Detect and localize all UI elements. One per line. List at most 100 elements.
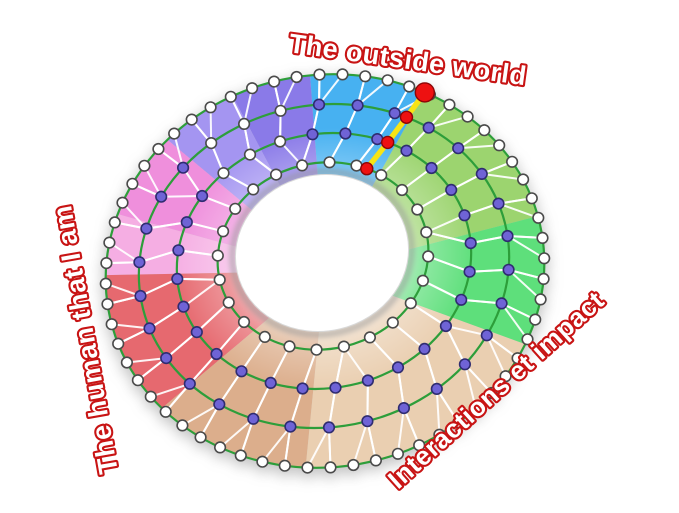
graph-node-outer[interactable] — [108, 216, 121, 229]
graph-node-outer[interactable] — [176, 419, 189, 432]
graph-node-ring3[interactable] — [351, 99, 364, 112]
graph-node-outer[interactable] — [391, 447, 405, 460]
graph-node-outer[interactable] — [469, 402, 482, 415]
graph-node-ring2[interactable] — [264, 376, 277, 390]
graph-node-ring2[interactable] — [455, 293, 468, 306]
graph-node-outer[interactable] — [499, 370, 512, 383]
graph-node-outer[interactable] — [478, 124, 491, 137]
graph-node-outer[interactable] — [138, 159, 151, 172]
graph-node-ring3[interactable] — [284, 420, 297, 433]
graph-node-outer[interactable] — [116, 196, 129, 209]
graph-node-outer[interactable] — [381, 74, 394, 87]
graph-node-ring3[interactable] — [480, 329, 493, 342]
graph-node-outer[interactable] — [534, 293, 547, 306]
graph-node-ring3[interactable] — [502, 263, 515, 276]
graph-node-outer[interactable] — [443, 98, 456, 111]
graph-node-inner[interactable] — [422, 250, 435, 263]
graph-node-outer[interactable] — [126, 177, 139, 190]
graph-node-inner[interactable] — [416, 274, 430, 287]
graph-node-ring2[interactable] — [171, 272, 184, 286]
graph-node-outer[interactable] — [131, 374, 144, 387]
graph-node-outer[interactable] — [336, 68, 349, 81]
graph-node-ring3[interactable] — [134, 289, 147, 303]
graph-node-outer[interactable] — [532, 211, 545, 224]
graph-node-ring2[interactable] — [439, 319, 453, 333]
graph-node-ring2[interactable] — [400, 144, 413, 157]
graph-node-inner[interactable] — [310, 343, 323, 356]
graph-node-ring2[interactable] — [445, 183, 458, 196]
graph-node-ring2[interactable] — [418, 342, 431, 356]
graph-node-outer[interactable] — [301, 461, 314, 474]
graph-node-outer[interactable] — [99, 277, 112, 290]
graph-node-inner[interactable] — [229, 202, 242, 215]
graph-node-outer[interactable] — [100, 257, 113, 270]
graph-node-outer[interactable] — [268, 75, 281, 88]
graph-node-ring2[interactable] — [425, 161, 438, 175]
graph-node-ring3[interactable] — [155, 190, 168, 203]
graph-node-outer[interactable] — [525, 192, 538, 205]
graph-node-outer[interactable] — [461, 110, 474, 123]
graph-node-outer[interactable] — [159, 405, 172, 418]
graph-node-outer[interactable] — [529, 313, 542, 326]
graph-node-inner[interactable] — [247, 183, 260, 196]
graph-node-outer[interactable] — [144, 390, 157, 403]
graph-node-ring3[interactable] — [183, 377, 196, 390]
graph-node-ring2[interactable] — [180, 216, 193, 229]
graph-node-ring2[interactable] — [172, 244, 185, 257]
graph-node-outer[interactable] — [185, 113, 198, 126]
graph-node-outer[interactable] — [224, 90, 237, 103]
graph-node-outer[interactable] — [521, 333, 534, 346]
highlight-node[interactable] — [399, 110, 414, 125]
graph-node-inner[interactable] — [211, 249, 224, 262]
graph-node-ring3[interactable] — [430, 382, 443, 396]
graph-node-ring3[interactable] — [388, 107, 401, 120]
graph-node-inner[interactable] — [270, 168, 283, 181]
graph-node-outer[interactable] — [347, 458, 360, 472]
graph-node-outer[interactable] — [234, 449, 247, 462]
graph-node-ring3[interactable] — [213, 398, 226, 411]
graph-node-ring3[interactable] — [143, 322, 156, 335]
graph-node-outer[interactable] — [511, 352, 524, 365]
graph-node-outer[interactable] — [493, 139, 506, 152]
highlight-path[interactable] — [364, 90, 428, 171]
graph-node-outer[interactable] — [433, 428, 446, 441]
graph-node-ring2[interactable] — [306, 128, 319, 141]
highlight-node[interactable] — [360, 161, 374, 176]
graph-node-ring2[interactable] — [217, 167, 230, 180]
graph-node-ring3[interactable] — [361, 415, 374, 428]
graph-node-ring2[interactable] — [243, 148, 257, 161]
graph-node-inner[interactable] — [363, 331, 377, 344]
graph-node-ring2[interactable] — [329, 381, 342, 394]
graph-node-ring3[interactable] — [495, 297, 508, 310]
graph-node-ring2[interactable] — [458, 209, 471, 222]
graph-node-inner[interactable] — [395, 183, 409, 197]
graph-node-outer[interactable] — [290, 70, 303, 84]
graph-node-outer[interactable] — [538, 252, 551, 265]
graph-node-ring2[interactable] — [371, 133, 384, 146]
graph-node-ring3[interactable] — [452, 142, 465, 155]
graph-node-ring2[interactable] — [177, 300, 190, 313]
graph-node-ring3[interactable] — [274, 104, 287, 117]
graph-node-outer[interactable] — [204, 101, 217, 114]
graph-node-inner[interactable] — [258, 330, 271, 344]
graph-node-ring3[interactable] — [322, 421, 336, 434]
graph-node-ring2[interactable] — [196, 189, 209, 203]
graph-node-outer[interactable] — [485, 386, 498, 400]
graph-node-ring3[interactable] — [501, 229, 514, 243]
graph-node-ring3[interactable] — [247, 412, 260, 425]
graph-node-outer[interactable] — [246, 82, 259, 95]
graph-node-inner[interactable] — [323, 156, 336, 169]
graph-node-inner[interactable] — [222, 296, 235, 309]
graph-node-ring3[interactable] — [205, 137, 218, 150]
graph-node-outer[interactable] — [152, 142, 165, 156]
graph-node-ring3[interactable] — [133, 256, 146, 269]
graph-node-ring2[interactable] — [190, 326, 203, 339]
graph-node-ring2[interactable] — [296, 382, 309, 395]
graph-node-outer[interactable] — [214, 441, 227, 454]
graph-node-outer[interactable] — [278, 459, 291, 472]
graph-node-outer[interactable] — [103, 236, 116, 249]
graph-node-inner[interactable] — [217, 225, 230, 238]
graph-node-inner[interactable] — [283, 340, 296, 353]
graph-node-ring2[interactable] — [235, 365, 248, 378]
graph-node-outer[interactable] — [413, 439, 426, 452]
